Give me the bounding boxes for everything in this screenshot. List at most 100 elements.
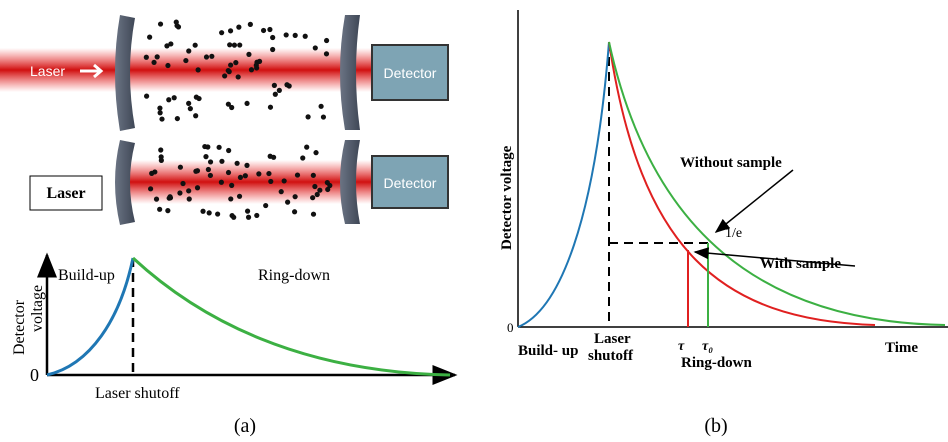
x-label: Laser shutoff [95,385,180,402]
particle [231,214,237,220]
mirror [340,140,360,224]
particle [323,37,330,44]
y-label: Detector voltage [499,145,515,250]
particle [206,210,212,216]
particle [237,174,244,181]
particle [270,34,276,41]
particle [186,196,192,202]
time-label: Time [885,340,918,356]
particle [158,147,164,153]
without-sample-label: Without sample [680,155,782,171]
particle [215,211,221,217]
particle [300,155,306,161]
particle [292,194,298,200]
particle [228,196,234,202]
laser-label: Laser [30,63,65,79]
particle [236,24,242,30]
particle [157,110,163,116]
particle [194,185,201,191]
cavity-bottom: Laser Detector [29,140,449,225]
particle [302,33,308,39]
particle [193,113,199,119]
particle [314,191,320,198]
particle [165,208,171,214]
particle [246,51,252,57]
ring-down-curve [131,256,451,377]
with-sample-label: With sample [760,256,841,272]
particle [229,182,235,188]
particle [227,28,234,34]
particle [171,95,177,101]
particle [186,188,192,194]
particle [234,160,240,166]
particle [242,173,248,179]
particle [256,58,263,64]
particle [227,42,233,48]
particle [236,193,243,199]
particle [187,106,193,112]
particle [291,209,298,215]
arrow [80,63,104,79]
particle [244,208,251,214]
particle [218,179,224,185]
particle [228,62,234,68]
particle [225,67,231,74]
plot-b: Detector voltage 0 Without sample 1/e Wi… [499,10,948,437]
particle [225,169,232,176]
particle [183,57,189,64]
laser-label: Laser [46,185,85,202]
particle [254,212,260,219]
zero-label: 0 [507,320,514,335]
particle [144,93,150,99]
particle [325,186,331,193]
detector-box [371,155,449,209]
particle [285,199,291,205]
particle [310,195,316,201]
y-label: voltage [29,285,46,332]
particle [157,206,163,212]
particle [195,67,201,73]
particle [312,183,318,190]
particle [310,172,316,178]
mirror [115,140,135,225]
particle [256,171,262,177]
particle [324,179,330,186]
particle [310,211,317,217]
particle [207,159,214,165]
particle [244,100,250,107]
particle [219,158,225,164]
particle [271,82,277,88]
particle [276,87,282,93]
particle [193,94,199,100]
particle [318,103,324,109]
tau-label: τ [678,339,685,354]
particle [200,208,206,214]
without-sample-curve [608,41,946,326]
y-label: Detector [11,299,28,355]
particle [186,100,192,106]
ring-down-label: Ring-down [681,355,753,371]
particle [222,73,228,79]
particle [254,65,260,71]
particle [267,104,274,110]
particle [233,60,239,66]
particle [266,170,272,177]
zero-label: 0 [30,365,39,385]
detector-label: Detector [384,65,437,81]
particle [248,67,255,73]
with-sample-curve [608,41,876,326]
laser-box [29,175,103,211]
particle [194,168,201,174]
particle [225,101,231,107]
particle [263,202,269,209]
particle [270,46,276,53]
particle [154,54,160,60]
shutoff-label: Laser [594,331,631,347]
particle [216,144,222,150]
particle [207,172,213,179]
detector-label: Detector [384,175,437,191]
particle [180,180,186,187]
laser-beam [0,48,375,92]
particle [292,32,298,38]
